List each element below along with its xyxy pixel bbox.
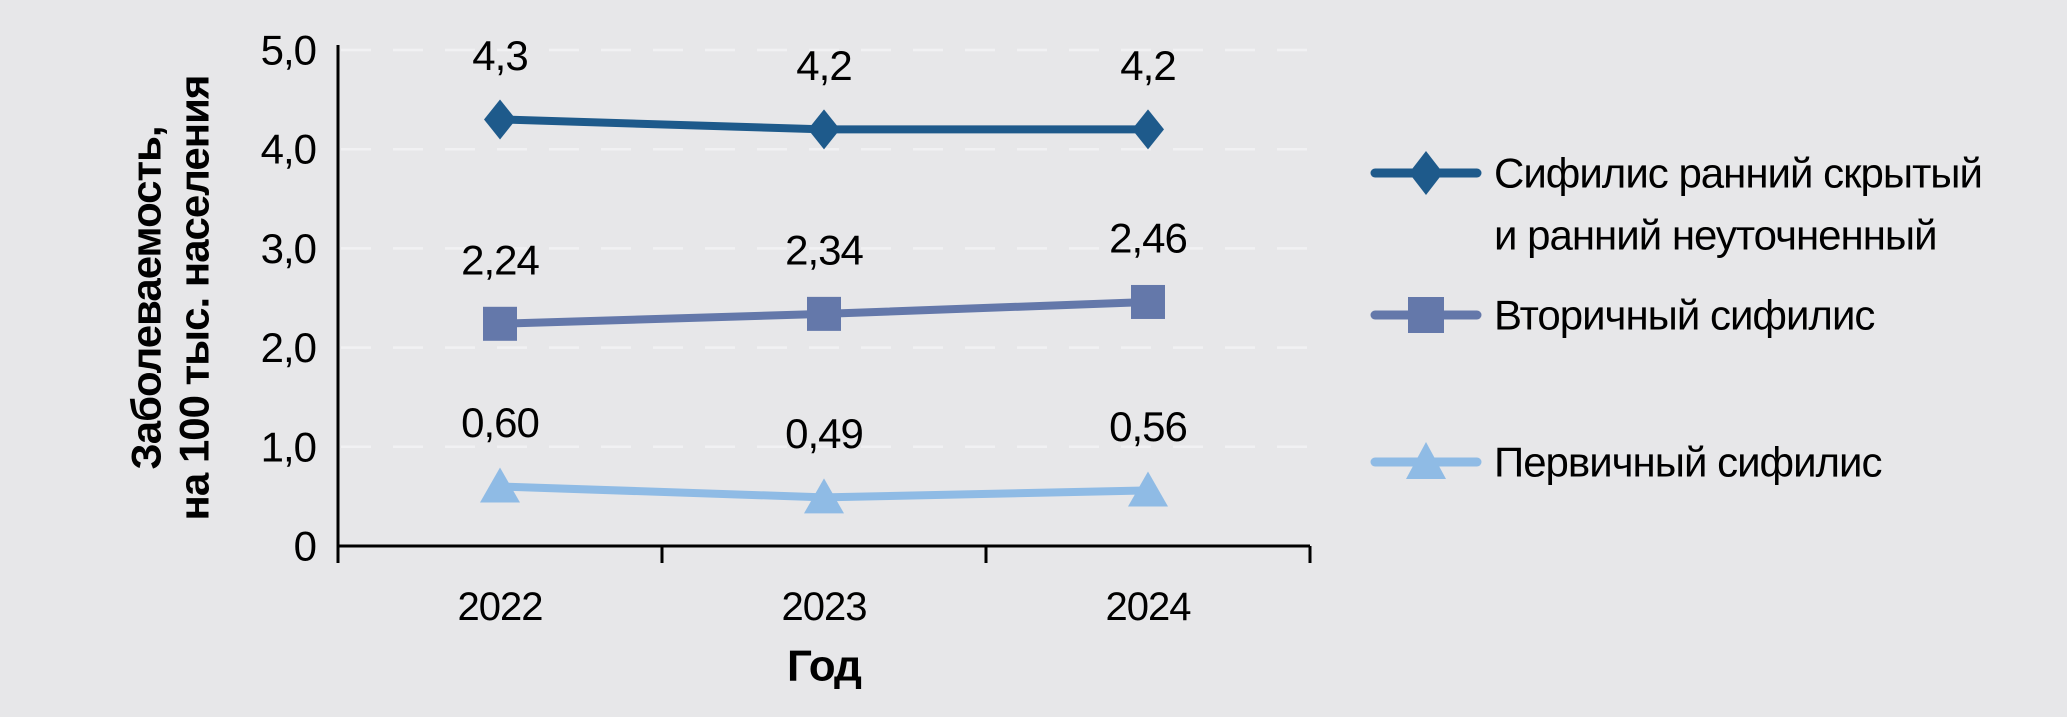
x-tick-label: 2024: [1106, 585, 1192, 629]
data-point-marker-square: [483, 306, 517, 341]
data-label: 0,60: [461, 399, 539, 446]
y-tick-label: 3,0: [261, 225, 316, 272]
data-point-marker-triangle: [804, 478, 844, 514]
y-tick-label: 2,0: [261, 324, 316, 371]
y-tick-label: 5,0: [261, 27, 316, 74]
y-tick-label: 4,0: [261, 126, 316, 173]
data-point-marker-triangle: [1128, 471, 1168, 507]
legend-label: Сифилис ранний скрытый: [1494, 150, 1982, 197]
legend-marker-triangle: [1406, 442, 1446, 479]
x-axis-title: Год: [787, 642, 862, 691]
legend-label: Первичный сифилис: [1494, 439, 1882, 486]
x-tick-label: 2023: [782, 585, 867, 629]
data-point-marker-diamond: [484, 99, 516, 140]
data-label: 0,56: [1109, 403, 1187, 450]
data-label: 4,3: [472, 32, 527, 79]
legend-label: и ранний неуточненный: [1494, 212, 1937, 259]
data-point-marker-square: [1131, 284, 1165, 319]
data-label: 2,34: [785, 226, 863, 273]
y-axis-title: на 100 тыс. населения: [171, 76, 218, 521]
legend-label: Вторичный сифилис: [1494, 292, 1874, 339]
y-tick-label: 0: [294, 523, 316, 570]
data-label: 0,49: [785, 410, 863, 457]
data-point-marker-diamond: [808, 109, 840, 150]
data-point-marker-square: [807, 296, 841, 331]
y-axis-title: Заболеваемость,: [123, 126, 170, 469]
legend-marker-diamond: [1409, 151, 1443, 195]
data-label: 2,46: [1109, 214, 1187, 261]
data-label: 2,24: [461, 236, 539, 283]
y-tick-label: 1,0: [261, 423, 316, 470]
legend-marker-square: [1408, 297, 1444, 333]
data-label: 4,2: [1120, 42, 1175, 89]
x-tick-label: 2022: [458, 585, 543, 629]
data-label: 4,2: [796, 42, 851, 89]
data-point-marker-diamond: [1132, 109, 1164, 150]
data-point-marker-triangle: [480, 467, 520, 503]
